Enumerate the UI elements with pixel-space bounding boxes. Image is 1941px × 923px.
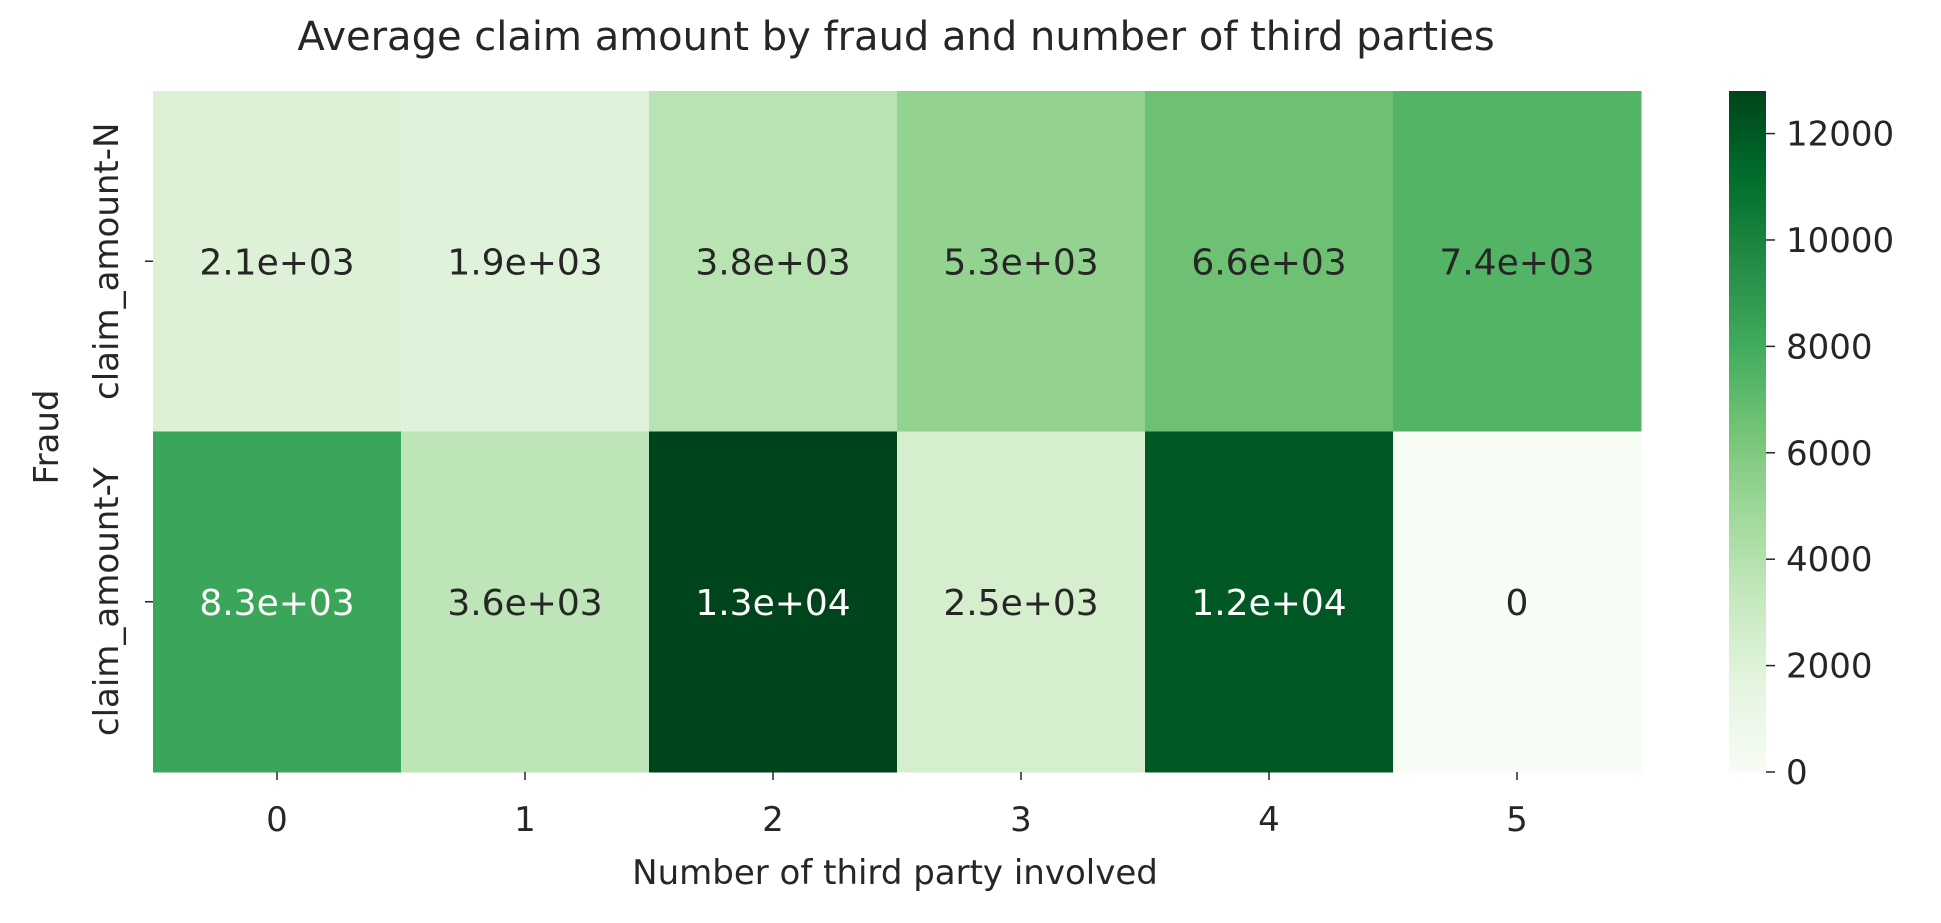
- heatmap-cell: [1145, 431, 1394, 773]
- cell-value-label: 0: [1506, 583, 1529, 624]
- cell-value-label: 1.9e+03: [447, 242, 602, 283]
- colorbar-tick-label: 10000: [1786, 221, 1894, 261]
- y-tick-label: claim_amount-Y: [87, 467, 127, 736]
- chart-title: Average claim amount by fraud and number…: [297, 14, 1494, 60]
- heatmap-cell: [649, 91, 898, 432]
- cell-value-label: 3.8e+03: [695, 242, 850, 283]
- heatmap-cell: [1393, 431, 1642, 773]
- x-axis-ticks: 0 1 2 3 4 5: [266, 772, 1528, 840]
- y-axis-ticks: claim_amount-N claim_amount-Y: [87, 123, 153, 736]
- y-tick-label: claim_amount-N: [87, 123, 127, 400]
- heatmap-cell: [401, 431, 650, 773]
- cell-value-label: 6.6e+03: [1191, 242, 1346, 283]
- colorbar-ticks: 0 2000 4000 6000 8000 10000 12000: [1766, 115, 1894, 793]
- cell-value-label: 2.5e+03: [943, 583, 1098, 624]
- colorbar-tick-label: 2000: [1786, 647, 1873, 687]
- y-axis-label: Fraud: [27, 389, 67, 484]
- cell-value-label: 2.1e+03: [199, 242, 354, 283]
- colorbar-tick-label: 8000: [1786, 327, 1873, 367]
- heatmap-cells: [153, 91, 1642, 773]
- x-axis-label: Number of third party involved: [632, 853, 1158, 893]
- cell-value-label: 3.6e+03: [447, 583, 602, 624]
- x-tick-label: 5: [1506, 800, 1528, 840]
- heatmap-cell: [1145, 91, 1394, 432]
- heatmap-cell: [153, 431, 402, 773]
- x-tick-label: 2: [762, 800, 784, 840]
- colorbar-tick-label: 12000: [1786, 115, 1894, 155]
- cell-value-label: 8.3e+03: [199, 583, 354, 624]
- heatmap-cell: [401, 91, 650, 432]
- cell-value-label: 1.2e+04: [1191, 583, 1346, 624]
- cell-value-label: 5.3e+03: [943, 242, 1098, 283]
- heatmap-cell: [153, 91, 402, 432]
- colorbar: [1729, 91, 1766, 772]
- x-tick-label: 1: [514, 800, 536, 840]
- x-tick-label: 0: [266, 800, 288, 840]
- heatmap-cell: [897, 431, 1146, 773]
- heatmap-cell: [1393, 91, 1642, 432]
- colorbar-tick-label: 4000: [1786, 540, 1873, 580]
- colorbar-tick-label: 6000: [1786, 434, 1873, 474]
- heatmap-cell-labels: 2.1e+03 1.9e+03 3.8e+03 5.3e+03 6.6e+03 7.4e+…: [199, 242, 1594, 624]
- x-tick-label: 3: [1010, 800, 1032, 840]
- colorbar-tick-label: 0: [1786, 753, 1808, 793]
- cell-value-label: 7.4e+03: [1439, 242, 1594, 283]
- heatmap-cell: [897, 91, 1146, 432]
- x-tick-label: 4: [1258, 800, 1280, 840]
- cell-value-label: 1.3e+04: [695, 583, 850, 624]
- heatmap-cell: [649, 431, 898, 773]
